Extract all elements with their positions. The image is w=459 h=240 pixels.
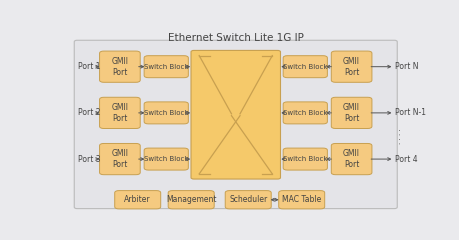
Text: Scheduler: Scheduler bbox=[229, 195, 267, 204]
FancyBboxPatch shape bbox=[114, 191, 160, 209]
Text: Switch Block: Switch Block bbox=[282, 156, 327, 162]
Text: Switch Block: Switch Block bbox=[144, 110, 188, 116]
FancyBboxPatch shape bbox=[283, 148, 327, 170]
Text: GMII
Port: GMII Port bbox=[342, 57, 359, 77]
Text: Switch Block: Switch Block bbox=[282, 64, 327, 70]
Text: · · · ·: · · · · bbox=[397, 128, 403, 144]
Text: Port 2: Port 2 bbox=[78, 108, 101, 117]
FancyBboxPatch shape bbox=[225, 191, 271, 209]
FancyBboxPatch shape bbox=[330, 51, 371, 82]
FancyBboxPatch shape bbox=[330, 97, 371, 128]
FancyBboxPatch shape bbox=[74, 40, 397, 209]
Text: Ethernet Switch Lite 1G IP: Ethernet Switch Lite 1G IP bbox=[168, 33, 303, 43]
Text: GMII
Port: GMII Port bbox=[342, 103, 359, 123]
Text: GMII
Port: GMII Port bbox=[111, 57, 128, 77]
FancyBboxPatch shape bbox=[283, 102, 327, 124]
Text: Switch Block: Switch Block bbox=[282, 110, 327, 116]
Text: GMII
Port: GMII Port bbox=[111, 149, 128, 169]
Text: Port 1: Port 1 bbox=[78, 62, 101, 71]
FancyBboxPatch shape bbox=[144, 56, 188, 78]
Text: MAC Table: MAC Table bbox=[281, 195, 321, 204]
FancyBboxPatch shape bbox=[144, 102, 188, 124]
FancyBboxPatch shape bbox=[330, 144, 371, 175]
Text: Port N-1: Port N-1 bbox=[394, 108, 425, 117]
FancyBboxPatch shape bbox=[99, 144, 140, 175]
Text: Switch Block: Switch Block bbox=[144, 156, 188, 162]
Text: Port N: Port N bbox=[394, 62, 418, 71]
Text: GMII
Port: GMII Port bbox=[342, 149, 359, 169]
Text: Management: Management bbox=[166, 195, 216, 204]
Text: Arbiter: Arbiter bbox=[124, 195, 151, 204]
FancyBboxPatch shape bbox=[99, 97, 140, 128]
FancyBboxPatch shape bbox=[99, 51, 140, 82]
Text: Port 3: Port 3 bbox=[78, 155, 101, 164]
FancyBboxPatch shape bbox=[144, 148, 188, 170]
Text: GMII
Port: GMII Port bbox=[111, 103, 128, 123]
FancyBboxPatch shape bbox=[168, 191, 214, 209]
Text: Switch Block: Switch Block bbox=[144, 64, 188, 70]
FancyBboxPatch shape bbox=[278, 191, 324, 209]
Text: Port 4: Port 4 bbox=[394, 155, 417, 164]
FancyBboxPatch shape bbox=[283, 56, 327, 78]
FancyBboxPatch shape bbox=[190, 50, 280, 179]
